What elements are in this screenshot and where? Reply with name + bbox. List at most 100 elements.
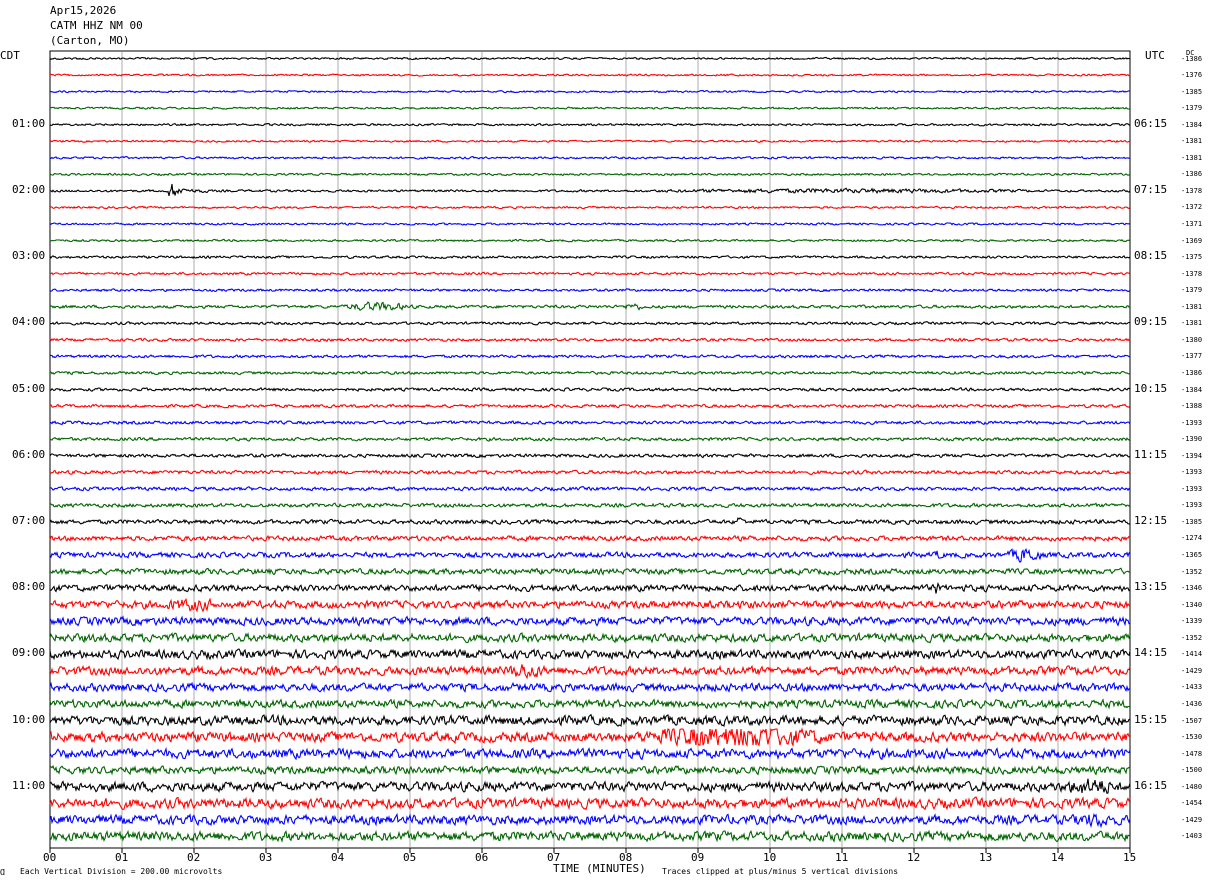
trace-line-4 [49,106,1131,110]
header-station: CATM HHZ NM 00 [50,19,143,32]
trace-line-40 [49,698,1131,710]
plot-frame [49,50,1131,849]
trace-line-36 [49,631,1131,644]
dc-value-label: -1454 [1181,799,1203,808]
trace-line-44 [49,764,1131,776]
trace-line-5 [49,122,1131,127]
trace-line-41 [49,713,1131,728]
x-tick-label: 07 [547,851,561,864]
trace-line-29 [49,517,1131,526]
footer-marker: Ɑ [0,868,5,877]
x-tick-label: 13 [979,851,993,864]
dc-value-label: -1388 [1181,402,1203,411]
dc-value-label: -1500 [1181,766,1203,775]
dc-value-label: -1414 [1181,650,1203,659]
dc-value-label: -1372 [1181,203,1203,212]
dc-value-label: -1429 [1181,666,1203,675]
dc-value-label: -1381 [1181,319,1203,328]
right-tick-label: 06:15 [1134,116,1168,130]
dc-value-label: -1380 [1181,335,1203,344]
x-tick-label: 05 [403,851,417,864]
trace-line-33 [49,582,1131,594]
dc-value-label: -1390 [1181,435,1203,444]
trace-line-9 [49,183,1131,197]
x-tick-label: 04 [331,851,345,864]
trace-line-8 [49,172,1131,177]
trace-line-14 [49,271,1131,276]
dc-value-label: -1352 [1181,567,1203,576]
dc-value-label: -1436 [1181,699,1203,708]
right-tick-label: 15:15 [1134,712,1168,726]
dc-value-label: -1480 [1181,782,1203,791]
dc-value-label: -1385 [1181,87,1203,96]
trace-line-37 [49,648,1131,661]
dc-value-label: -1376 [1181,71,1203,80]
trace-line-18 [49,337,1131,343]
trace-line-34 [49,597,1131,613]
left-tick-label: 01:00 [12,116,46,130]
trace-line-20 [49,370,1131,376]
right-tick-label: 09:15 [1134,315,1168,329]
trace-line-43 [49,746,1131,761]
dc-value-label: -1375 [1181,253,1203,262]
trace-line-46 [49,795,1131,811]
right-tick-label: 12:15 [1134,513,1168,527]
trace-line-11 [49,222,1131,226]
dc-value-label: -1433 [1181,683,1203,692]
right-tick-label: 13:15 [1134,580,1168,594]
dc-value-label: -1429 [1181,815,1203,824]
right-tick-label: 16:15 [1134,778,1168,792]
header-location: (Carton, MO) [50,34,130,47]
trace-line-3 [49,89,1131,94]
left-tick-label: 07:00 [12,513,46,527]
dc-value-label: -1371 [1181,220,1203,228]
dc-value-label: -1393 [1181,468,1203,477]
x-tick-label: 02 [187,851,201,864]
trace-line-19 [49,354,1131,359]
left-tick-label: 03:00 [12,249,46,263]
dc-value-label: -1381 [1181,302,1203,311]
dc-value-label: -1507 [1181,716,1203,725]
dc-value-label: -1386 [1181,170,1203,179]
dc-value-label: -1393 [1181,501,1203,510]
trace-line-47 [49,812,1131,829]
trace-line-48 [49,829,1131,843]
trace-line-16 [49,301,1131,312]
x-tick-label: 08 [619,851,633,864]
x-tick-label: 15 [1123,851,1137,864]
trace-line-38 [49,664,1131,680]
header-date: Apr15,2026 [50,4,117,17]
left-tick-label: 09:00 [12,646,46,660]
trace-line-2 [50,73,1131,77]
left-tick-label: 08:00 [12,580,46,594]
dc-value-label: -1386 [1181,54,1203,63]
dc-value-label: -1403 [1181,832,1203,841]
dc-value-label: -1369 [1181,236,1203,245]
trace-line-1 [49,56,1131,61]
right-tick-label: 08:15 [1134,249,1168,263]
trace-line-7 [49,155,1131,160]
trace-line-39 [49,681,1131,693]
dc-value-label: -1385 [1181,517,1203,526]
left-tick-label: 04:00 [12,315,46,329]
footer-vertical-division: Each Vertical Division = 200.00 microvol… [20,867,223,876]
trace-line-26 [50,469,1131,476]
trace-line-45 [49,778,1131,794]
left-tick-label: 06:00 [12,447,46,461]
dc-value-label: -1384 [1181,120,1203,129]
left-tick-label: 11:00 [12,778,46,792]
dc-value-label: -1339 [1181,617,1203,626]
dc-value-label: -1274 [1181,534,1203,543]
dc-value-label: -1394 [1181,451,1203,460]
trace-line-22 [49,403,1131,409]
x-tick-label: 03 [259,851,273,864]
x-tick-label: 00 [43,851,57,864]
trace-line-10 [49,205,1131,210]
dc-value-label: -1379 [1181,286,1203,295]
dc-value-label: -1393 [1181,418,1203,427]
left-tick-label: 02:00 [12,182,46,196]
dc-value-label: -1365 [1181,551,1203,559]
trace-line-25 [49,453,1131,459]
x-tick-label: 14 [1051,851,1065,864]
